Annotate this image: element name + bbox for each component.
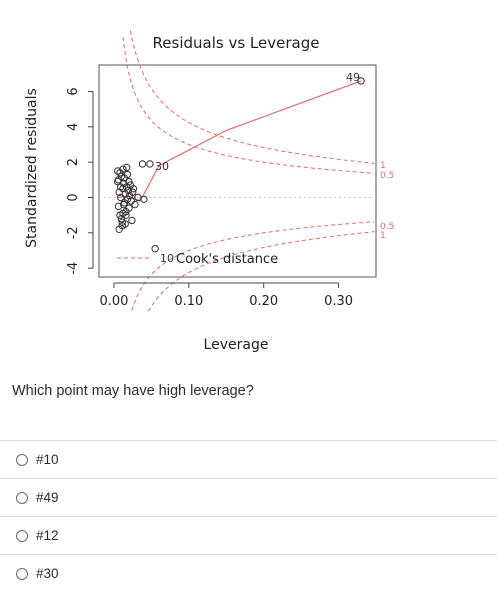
answer-options: #10 #49 #12 #30 [0, 440, 497, 592]
y-tick-label: 6 [66, 87, 81, 95]
data-point [128, 188, 137, 196]
x-axis-label: Leverage [204, 337, 269, 353]
option-label: #49 [36, 490, 59, 505]
radio-button[interactable] [16, 453, 28, 466]
cooks-curve-1-upper [129, 30, 375, 164]
option-10[interactable]: #10 [0, 440, 497, 478]
data-point-30 [146, 160, 154, 168]
data-point [117, 215, 126, 223]
option-12[interactable]: #12 [0, 516, 497, 554]
option-label: #10 [36, 452, 59, 467]
cooks-curve-1-lower [147, 231, 375, 312]
point-label-10: 10 [160, 252, 174, 265]
cooks-curve-0.5-lower [131, 221, 375, 311]
chart-title: Residuals vs Leverage [153, 34, 320, 52]
cooks-label-lower-05: 0.5 [380, 222, 394, 232]
legend-label: Cook's distance [176, 252, 278, 267]
radio-button[interactable] [16, 567, 28, 580]
y-axis-label: Standardized residuals [24, 88, 40, 248]
y-tick-label: 0 [66, 193, 81, 201]
data-point [121, 220, 129, 228]
cooks-label-upper-1: 1 [380, 161, 386, 171]
x-tick-label: 0.10 [174, 294, 203, 309]
y-tick-label: 4 [66, 123, 81, 131]
option-49[interactable]: #49 [0, 478, 497, 516]
radio-button[interactable] [16, 529, 28, 542]
data-point [117, 193, 125, 202]
option-label: #12 [36, 528, 59, 543]
data-point [114, 167, 122, 175]
radio-button[interactable] [16, 491, 28, 504]
plot-frame [98, 64, 377, 278]
y-tick-label: 2 [66, 158, 81, 166]
option-30[interactable]: #30 [0, 554, 497, 592]
chart: Residuals vs Leverage 30 49 10 Cook's di… [24, 30, 394, 353]
data-point [128, 216, 136, 225]
data-point [117, 183, 125, 191]
data-point [114, 202, 123, 211]
data-point [125, 177, 133, 186]
point-label-30: 30 [155, 160, 169, 173]
question-text: Which point may have high leverage? [12, 383, 254, 399]
data-point [119, 209, 127, 218]
data-point [125, 204, 133, 212]
cooks-label-upper-05: 0.5 [380, 171, 394, 181]
cooks-label-lower-1: 1 [380, 231, 386, 241]
data-point [140, 195, 148, 203]
x-tick-label: 0.20 [249, 294, 278, 309]
data-point [123, 163, 131, 172]
option-label: #30 [36, 566, 59, 581]
data-point [123, 170, 132, 179]
data-point-49 [357, 77, 365, 85]
y-tick-label: -2 [66, 226, 81, 239]
cooks-curve-0.5-upper [122, 37, 375, 174]
x-tick-label: 0.00 [99, 294, 128, 309]
data-point [120, 200, 128, 209]
data-point [129, 184, 138, 193]
data-point [119, 165, 127, 173]
smoother-line [117, 80, 362, 202]
x-tick-label: 0.30 [324, 294, 353, 309]
point-label-49: 49 [346, 71, 360, 84]
y-tick-label: -4 [66, 262, 81, 275]
residuals-leverage-plot: Residuals vs Leverage 30 49 10 Cook's di… [24, 30, 394, 353]
data-point [138, 160, 147, 168]
data-point [131, 200, 139, 209]
data-point-10 [151, 245, 159, 253]
